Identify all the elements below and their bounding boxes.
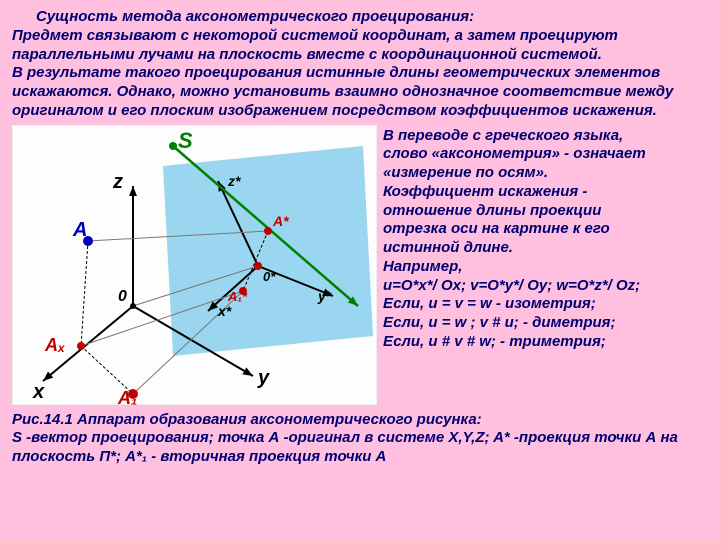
- svg-text:A*: A*: [272, 213, 289, 229]
- def-l2: слово «аксонометрия» - означает: [383, 145, 708, 164]
- definition-text: В переводе с греческого языка, слово «ак…: [383, 125, 708, 405]
- svg-text:A: A: [72, 219, 87, 241]
- def-l12: Если, u # v # w; - триметрия;: [383, 333, 708, 352]
- svg-text:x: x: [32, 381, 45, 403]
- figure-caption: Рис.14.1 Аппарат образования аксонометри…: [12, 411, 708, 467]
- svg-text:0*: 0*: [263, 269, 276, 284]
- def-l1: В переводе с греческого языка,: [383, 127, 708, 146]
- caption-line2: S -вектор проецирования; точка А -оригин…: [12, 429, 708, 467]
- def-l8: Например,: [383, 258, 708, 277]
- def-l4: Коэффициент искажения -: [383, 183, 708, 202]
- def-l9: u=O*x*/ Ox; v=O*y*/ Oy; w=O*z*/ Oz;: [383, 277, 708, 296]
- intro-text: Сущность метода аксонометрического проец…: [12, 8, 708, 121]
- svg-text:x*: x*: [217, 303, 232, 319]
- svg-text:A₁: A₁: [117, 388, 137, 406]
- svg-text:z: z: [112, 171, 123, 193]
- svg-text:y: y: [257, 367, 270, 389]
- def-l11: Если, u = w ; v # u; - диметрия;: [383, 314, 708, 333]
- svg-text:y*: y*: [317, 288, 332, 304]
- def-l7: истинной длине.: [383, 239, 708, 258]
- caption-line1: Рис.14.1 Аппарат образования аксонометри…: [12, 411, 708, 430]
- svg-text:A₁*: A₁*: [227, 289, 248, 304]
- intro-p2: В результате такого проецирования истинн…: [12, 64, 708, 120]
- svg-text:Aₓ: Aₓ: [44, 335, 65, 355]
- def-l6: отрезка оси на картине к его: [383, 220, 708, 239]
- def-l3: «измерение по осям».: [383, 164, 708, 183]
- intro-title: Сущность метода аксонометрического проец…: [12, 8, 708, 27]
- intro-p1: Предмет связывают с некоторой системой к…: [12, 27, 708, 65]
- diagram: Sz A Aₓ x A₁ 0 y z* A* A₁* 0* x* y*: [12, 125, 377, 405]
- svg-text:z*: z*: [227, 173, 241, 189]
- def-l10: Если, u = v = w - изометрия;: [383, 295, 708, 314]
- svg-text:S: S: [178, 128, 193, 153]
- def-l5: отношение длины проекции: [383, 202, 708, 221]
- svg-text:0: 0: [118, 288, 127, 305]
